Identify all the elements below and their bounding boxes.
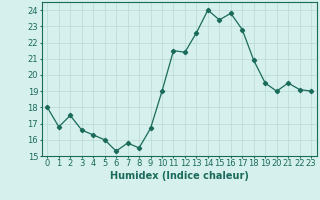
X-axis label: Humidex (Indice chaleur): Humidex (Indice chaleur) xyxy=(110,171,249,181)
